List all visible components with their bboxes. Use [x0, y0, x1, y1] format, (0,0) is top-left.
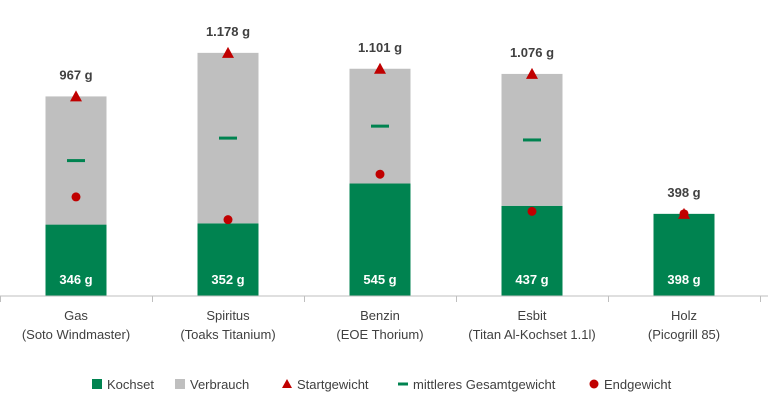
marker-mittleres-gesamtgewicht	[67, 159, 85, 163]
category-label-line2: (Soto Windmaster)	[22, 327, 130, 342]
marker-endgewicht	[375, 169, 385, 179]
kochset-value-label: 398 g	[667, 272, 700, 287]
total-weight-label: 398 g	[667, 185, 700, 200]
category-label: Esbit (Titan Al-Kochset 1.1l)	[468, 308, 595, 342]
kochset-value-label: 352 g	[211, 272, 244, 287]
legend-label: Verbrauch	[190, 377, 249, 392]
legend-label: Endgewicht	[604, 377, 672, 392]
kochset-value-label: 437 g	[515, 272, 548, 287]
marker-startgewicht	[678, 207, 690, 219]
marker-mittleres-gesamtgewicht	[523, 138, 541, 142]
category-label-line1: Holz	[671, 308, 697, 323]
legend-label: Startgewicht	[297, 377, 369, 392]
marker-endgewicht	[223, 215, 233, 225]
x-axis-ticks	[0, 296, 761, 302]
total-weight-label: 1.076 g	[510, 45, 554, 60]
legend-swatch	[398, 382, 408, 386]
category-label-line1: Esbit	[518, 308, 547, 323]
marker-endgewicht	[527, 206, 537, 216]
marker-startgewicht	[526, 67, 538, 79]
legend-label: Kochset	[107, 377, 154, 392]
category-label: Holz (Picogrill 85)	[648, 308, 720, 342]
marker-startgewicht	[374, 62, 386, 74]
category-label-line1: Benzin	[360, 308, 400, 323]
bar-kochset	[653, 213, 715, 296]
category-label-line2: (Titan Al-Kochset 1.1l)	[468, 327, 595, 342]
category-label-line2: (Toaks Titanium)	[180, 327, 275, 342]
category-label-line2: (EOE Thorium)	[336, 327, 423, 342]
bar-kochset	[45, 224, 107, 296]
kochset-value-label: 346 g	[59, 272, 92, 287]
legend-swatch	[282, 379, 292, 388]
legend-swatch	[589, 379, 599, 389]
marker-startgewicht	[222, 46, 234, 58]
bar-kochset	[349, 183, 411, 296]
category-label-line1: Spiritus	[206, 308, 250, 323]
legend: Kochset Verbrauch Startgewicht mittleres Ge…	[92, 377, 672, 392]
marker-endgewicht	[71, 192, 81, 202]
total-weight-label: 1.178 g	[206, 24, 250, 39]
labels-layer: 967 g 346 g 1.178 g 352 g 1.101 g 545 g 1.076 …	[59, 24, 700, 287]
bar-kochset	[501, 205, 563, 296]
markers-layer	[67, 46, 690, 225]
legend-swatch	[92, 379, 102, 389]
marker-startgewicht	[70, 90, 82, 102]
marker-mittleres-gesamtgewicht	[371, 124, 389, 128]
bar-kochset	[197, 223, 259, 296]
kochset-value-label: 545 g	[363, 272, 396, 287]
legend-label: mittleres Gesamtgewicht	[413, 377, 556, 392]
category-labels: Gas (Soto Windmaster) Spiritus (Toaks Titan…	[22, 308, 720, 342]
category-label: Gas (Soto Windmaster)	[22, 308, 130, 342]
bars-layer	[45, 52, 715, 296]
total-weight-label: 967 g	[59, 67, 92, 82]
category-label: Benzin (EOE Thorium)	[336, 308, 423, 342]
category-label-line2: (Picogrill 85)	[648, 327, 720, 342]
legend-swatch	[175, 379, 185, 389]
category-label-line1: Gas	[64, 308, 88, 323]
marker-mittleres-gesamtgewicht	[219, 136, 237, 140]
total-weight-label: 1.101 g	[358, 40, 402, 55]
category-label: Spiritus (Toaks Titanium)	[180, 308, 275, 342]
